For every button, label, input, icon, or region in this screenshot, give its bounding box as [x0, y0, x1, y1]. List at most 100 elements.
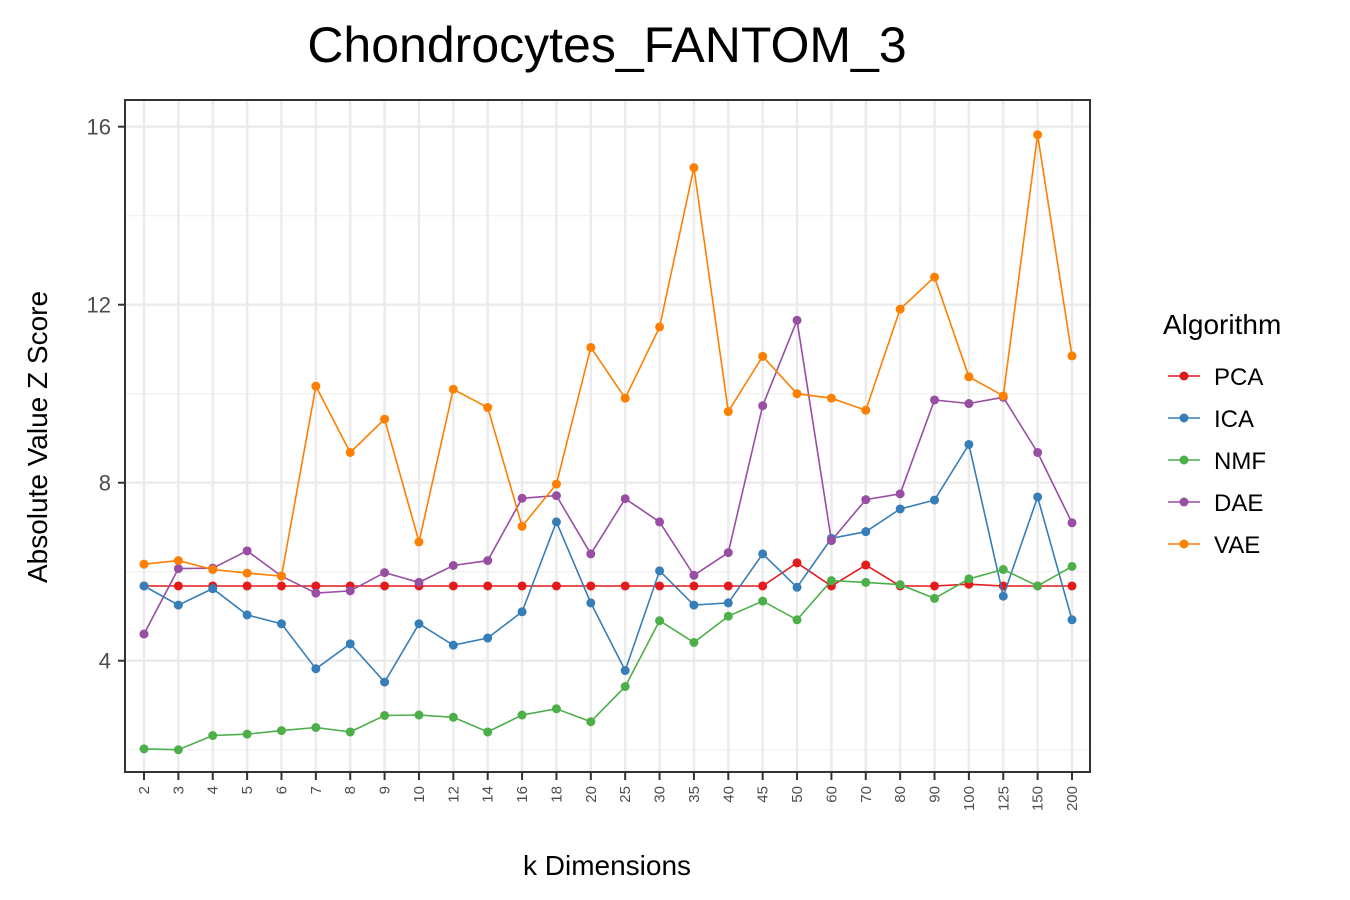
legend-label-nmf: NMF: [1214, 448, 1266, 475]
data-point-pca: [551, 581, 561, 591]
legend-label-vae: VAE: [1214, 532, 1260, 559]
data-point-vae: [758, 351, 768, 361]
data-point-pca: [517, 581, 527, 591]
x-tick-label: 6: [273, 786, 290, 794]
data-point-vae: [1067, 351, 1077, 361]
data-point-dae: [414, 577, 424, 587]
data-point-ica: [586, 598, 596, 608]
data-point-pca: [276, 581, 286, 591]
data-point-vae: [483, 403, 493, 413]
data-point-nmf: [723, 611, 733, 621]
data-point-pca: [483, 581, 493, 591]
data-point-pca: [689, 581, 699, 591]
legend-label-dae: DAE: [1214, 490, 1263, 517]
data-point-ica: [723, 598, 733, 608]
x-tick-label: 25: [617, 786, 634, 803]
data-point-nmf: [826, 576, 836, 586]
data-point-ica: [551, 517, 561, 527]
legend-key-point-ica: [1179, 413, 1189, 423]
data-point-nmf: [139, 744, 149, 754]
data-point-vae: [895, 304, 905, 314]
data-point-dae: [826, 536, 836, 546]
data-point-ica: [242, 610, 252, 620]
data-point-ica: [861, 527, 871, 537]
y-tick-label: 4: [99, 649, 111, 674]
data-point-vae: [414, 537, 424, 547]
data-point-vae: [998, 391, 1008, 401]
legend-key-point-vae: [1179, 539, 1189, 549]
data-point-ica: [620, 666, 630, 676]
data-point-dae: [139, 629, 149, 639]
series-line-ica: [143, 442, 1073, 684]
data-point-nmf: [173, 745, 183, 755]
data-point-ica: [930, 495, 940, 505]
x-tick-label: 10: [411, 786, 428, 803]
data-point-ica: [208, 584, 218, 594]
data-point-dae: [861, 495, 871, 505]
data-point-dae: [551, 491, 561, 501]
data-point-pca: [448, 581, 458, 591]
data-point-nmf: [586, 717, 596, 727]
data-point-ica: [414, 619, 424, 629]
data-point-vae: [723, 407, 733, 417]
data-point-nmf: [551, 704, 561, 714]
series-line-pca: [144, 561, 1072, 587]
data-point-nmf: [448, 712, 458, 722]
data-point-pca: [758, 581, 768, 591]
data-point-ica: [276, 619, 286, 629]
data-point-vae: [620, 393, 630, 403]
data-point-vae: [311, 381, 321, 391]
data-point-nmf: [792, 615, 802, 625]
x-tick-label: 45: [755, 786, 772, 803]
data-point-vae: [655, 322, 665, 332]
data-point-ica: [964, 439, 974, 449]
x-tick-label: 90: [927, 786, 944, 803]
data-point-dae: [964, 399, 974, 409]
data-point-nmf: [1067, 561, 1077, 571]
x-tick-label: 3: [170, 786, 187, 794]
data-point-dae: [345, 586, 355, 596]
data-point-nmf: [345, 727, 355, 737]
data-point-nmf: [689, 637, 699, 647]
data-point-vae: [139, 559, 149, 569]
data-point-nmf: [208, 731, 218, 741]
y-axis-title: Absolute Value Z Score: [22, 291, 53, 583]
data-point-dae: [242, 546, 252, 556]
x-tick-label: 30: [652, 786, 669, 803]
plot-background: [125, 100, 1090, 772]
data-point-ica: [483, 633, 493, 643]
legend-key-point-pca: [1179, 371, 1189, 381]
x-tick-label: 35: [686, 786, 703, 803]
data-point-pca: [620, 581, 630, 591]
data-point-pca: [586, 581, 596, 591]
data-point-nmf: [311, 722, 321, 732]
data-point-nmf: [1033, 581, 1043, 591]
series-line-vae: [143, 134, 1073, 578]
x-tick-label: 18: [548, 786, 565, 803]
data-point-vae: [345, 447, 355, 457]
data-point-nmf: [483, 727, 493, 737]
data-point-dae: [792, 315, 802, 325]
data-point-vae: [930, 272, 940, 282]
data-point-vae: [551, 479, 561, 489]
data-point-pca: [792, 558, 802, 568]
data-point-vae: [964, 372, 974, 382]
x-tick-label: 80: [892, 786, 909, 803]
data-point-ica: [139, 581, 149, 591]
data-point-dae: [930, 395, 940, 405]
data-point-dae: [689, 570, 699, 580]
data-point-dae: [1033, 447, 1043, 457]
data-point-vae: [448, 384, 458, 394]
x-tick-label: 7: [308, 786, 325, 794]
data-point-dae: [655, 517, 665, 527]
data-point-vae: [208, 565, 218, 575]
data-point-vae: [586, 342, 596, 352]
data-point-ica: [380, 677, 390, 687]
x-tick-label: 50: [789, 786, 806, 803]
series-line-nmf: [143, 565, 1073, 751]
data-point-ica: [345, 639, 355, 649]
data-point-dae: [723, 548, 733, 558]
data-point-nmf: [930, 593, 940, 603]
